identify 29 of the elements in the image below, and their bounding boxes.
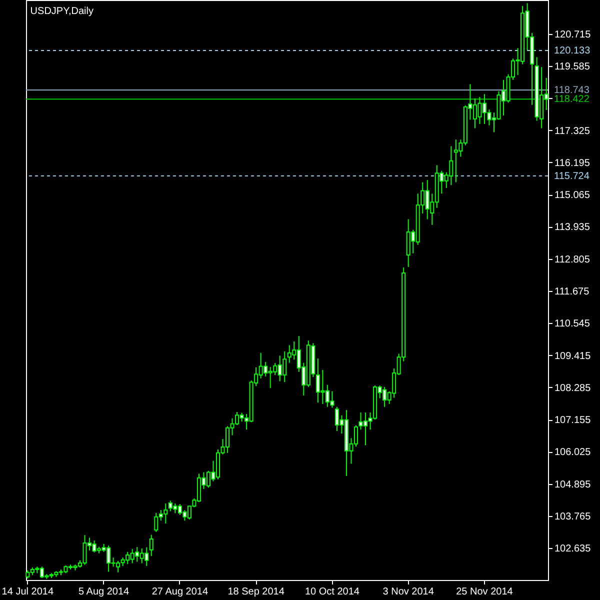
ref-line-label: 115.724 <box>554 170 590 182</box>
x-tick-label: 25 Nov 2014 <box>456 586 514 598</box>
y-tick-label: 119.585 <box>554 62 590 73</box>
y-tick-label: 113.935 <box>554 222 590 234</box>
y-tick-label: 108.285 <box>554 382 592 394</box>
y-tick-label: 116.195 <box>554 158 590 169</box>
y-tick-label: 104.895 <box>554 479 592 490</box>
y-tick-label: 102.635 <box>554 544 592 555</box>
ref-line-label: 118.422 <box>554 94 590 106</box>
y-tick-label: 106.025 <box>554 447 592 458</box>
x-tick-label: 14 Jul 2014 <box>2 586 54 598</box>
y-tick-label: 112.805 <box>554 254 590 266</box>
y-tick-label: 110.545 <box>554 318 590 330</box>
y-tick-label: 115.065 <box>554 190 590 202</box>
y-tick-label: 107.155 <box>554 415 592 426</box>
ref-line-label: 118.743 <box>554 85 590 96</box>
y-tick-label: 109.415 <box>554 350 592 362</box>
y-tick-label: 117.325 <box>554 126 590 137</box>
x-tick-label: 3 Nov 2014 <box>382 586 434 598</box>
x-tick-label: 27 Aug 2014 <box>152 586 208 598</box>
candlestick <box>149 534 154 557</box>
x-tick-label: 5 Aug 2014 <box>78 586 130 598</box>
x-tick-label: 18 Sep 2014 <box>228 586 285 598</box>
ref-line-label: 120.133 <box>554 46 591 57</box>
y-tick-label: 103.765 <box>554 511 592 522</box>
text: USDJPY,Daily <box>30 6 94 17</box>
y-tick-label: 120.715 <box>554 29 592 40</box>
x-tick-label: 10 Oct 2014 <box>304 586 360 598</box>
y-tick-label: 111.675 <box>554 286 590 298</box>
